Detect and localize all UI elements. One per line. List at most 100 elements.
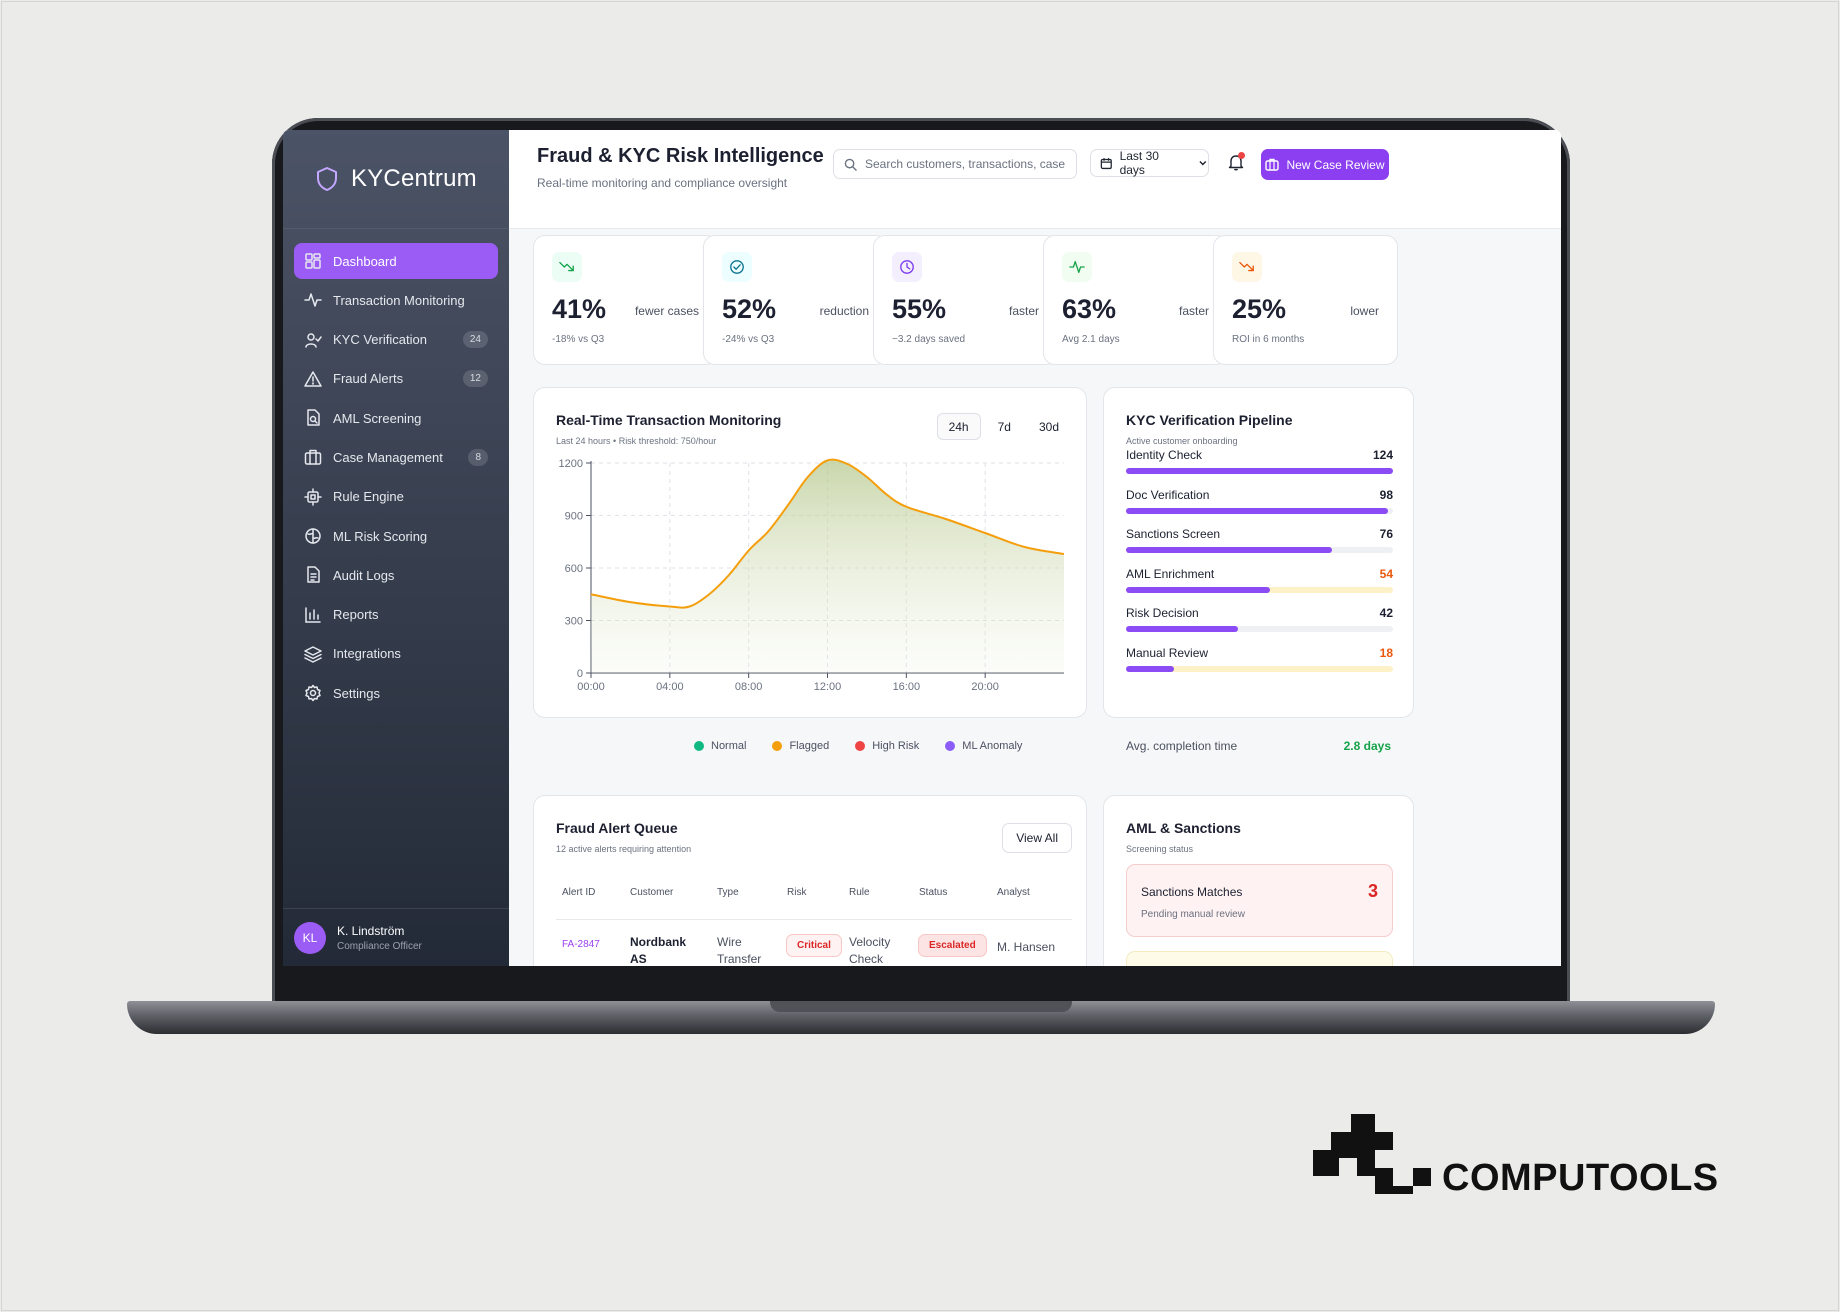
aml-subtitle: Screening status: [1126, 844, 1194, 854]
alert-id[interactable]: FA-2847: [562, 939, 600, 950]
sidebar-item-label: Transaction Monitoring: [333, 292, 465, 308]
column-header[interactable]: Rule: [849, 887, 870, 898]
column-header[interactable]: Risk: [787, 887, 807, 898]
sidebar-item-settings[interactable]: Settings: [294, 675, 498, 711]
column-header[interactable]: Alert ID: [562, 887, 596, 898]
gear-icon: [305, 685, 321, 702]
series-area: [591, 459, 1064, 673]
legend-label: Flagged: [789, 740, 830, 752]
sidebar-item-kyc-verification[interactable]: KYC Verification 24: [294, 322, 498, 358]
y-tick-label: 1200: [559, 458, 583, 470]
trending-down-icon: [1239, 261, 1254, 272]
column-header[interactable]: Type: [717, 887, 739, 898]
bell-icon[interactable]: [1226, 152, 1246, 172]
search-icon: [844, 158, 857, 171]
stage-name: Risk Decision: [1126, 606, 1199, 621]
pipeline-stage[interactable]: AML Enrichment 54: [1126, 566, 1393, 593]
sidebar-item-badge: 24: [462, 331, 488, 349]
stage-name: AML Enrichment: [1126, 566, 1215, 581]
kpi-value: 41%: [552, 294, 607, 324]
file-text-icon: [307, 566, 320, 584]
sidebar-item-label: Settings: [333, 685, 380, 701]
status-badge: Escalated: [918, 934, 987, 957]
pipeline-subtitle: Active customer onboarding: [1126, 436, 1238, 446]
sidebar-item-label: Fraud Alerts: [333, 371, 404, 387]
pipeline-stage[interactable]: Manual Review 18: [1126, 646, 1393, 672]
tab-range-30d[interactable]: 30d: [1038, 419, 1059, 434]
kpi-card[interactable]: 63% faster Avg 2.1 days: [1043, 235, 1228, 365]
activity-icon: [304, 293, 322, 308]
user-role: Compliance Officer: [337, 940, 422, 952]
sidebar-item-ml-risk-scoring[interactable]: ML Risk Scoring: [294, 518, 498, 554]
kpi-card[interactable]: 52% reduction -24% vs Q3: [703, 235, 888, 365]
kpi-card[interactable]: 41% fewer cases -18% vs Q3: [533, 235, 718, 365]
monitoring-title: Real-Time Transaction Monitoring: [556, 412, 782, 428]
column-header[interactable]: Status: [919, 887, 948, 898]
search-input[interactable]: [865, 157, 1065, 171]
sidebar-item-label: AML Screening: [333, 410, 422, 426]
page-subtitle: Real-time monitoring and compliance over…: [537, 176, 788, 190]
nav-icon-wrap: [304, 527, 322, 545]
user-profile[interactable]: KL K. Lindström Compliance Officer: [283, 908, 509, 966]
pipeline-stage[interactable]: Sanctions Screen 76: [1126, 527, 1393, 554]
date-range-select[interactable]: Last 30 days: [1090, 149, 1209, 177]
fraud-alert-queue-card: Fraud Alert Queue 12 active alerts requi…: [533, 795, 1087, 966]
sidebar-item-reports[interactable]: Reports: [294, 597, 498, 633]
table-divider: [556, 919, 1072, 920]
trending-down-icon: [559, 261, 574, 272]
sidebar-item-case-management[interactable]: Case Management 8: [294, 439, 498, 475]
kpi-card[interactable]: 55% faster −3.2 days saved: [873, 235, 1058, 365]
nav-icon-wrap: [304, 606, 322, 624]
view-all-button[interactable]: View All: [1002, 823, 1072, 853]
brand[interactable]: KYCentrum: [283, 130, 509, 229]
kpi-label: fewer cases: [634, 304, 699, 318]
avg-completion-label: Avg. completion time: [1126, 739, 1238, 753]
sidebar-item-audit-logs[interactable]: Audit Logs: [294, 557, 498, 593]
nav-icon-wrap: [304, 252, 322, 270]
sidebar-item-label: Reports: [333, 607, 379, 623]
risk-badge: Critical: [786, 934, 842, 957]
brand-name: KYCentrum: [351, 165, 477, 192]
column-header[interactable]: Customer: [630, 887, 674, 898]
alert-type: Wire Transfer: [717, 935, 762, 966]
sidebar-item-integrations[interactable]: Integrations: [294, 636, 498, 672]
kpi-sub: ROI in 6 months: [1232, 334, 1305, 345]
brain-icon: [305, 528, 321, 544]
screening-item-partial: [1126, 951, 1393, 966]
kpi-card[interactable]: 25% lower ROI in 6 months: [1213, 235, 1398, 365]
nav-icon-wrap: [304, 409, 322, 427]
kpi-icon-badge: [892, 252, 922, 282]
sidebar-item-dashboard[interactable]: Dashboard: [294, 243, 498, 279]
stage-count: 18: [1379, 646, 1393, 660]
column-header[interactable]: Analyst: [997, 887, 1030, 898]
sidebar-item-fraud-alerts[interactable]: Fraud Alerts 12: [294, 361, 498, 397]
nav-icon-wrap: [304, 645, 322, 663]
legend-item: ML Anomaly: [945, 740, 1022, 752]
legend-label: Normal: [711, 740, 747, 752]
search-box[interactable]: [833, 149, 1077, 179]
pipeline-stage[interactable]: Identity Check 124: [1126, 448, 1393, 474]
legend-dot: [855, 741, 866, 751]
sidebar-item-aml-screening[interactable]: AML Screening: [294, 400, 498, 436]
kpi-label: faster: [1008, 304, 1039, 318]
new-case-review-button[interactable]: New Case Review: [1261, 149, 1389, 180]
chart-legend: Normal Flagged High Risk ML Anomaly: [694, 740, 1022, 752]
sidebar-item-transaction-monitoring[interactable]: Transaction Monitoring: [294, 282, 498, 318]
sanctions-matches-box[interactable]: Sanctions Matches Pending manual review …: [1126, 864, 1393, 937]
pipeline-stage[interactable]: Doc Verification 98: [1126, 487, 1393, 514]
stage-progress-fill: [1126, 586, 1271, 593]
tab-range-24h[interactable]: 24h: [936, 413, 981, 440]
stage-progress-track: [1126, 547, 1393, 554]
stage-name: Doc Verification: [1126, 487, 1210, 502]
nav-icon-wrap: [304, 448, 322, 466]
sidebar-item-rule-engine[interactable]: Rule Engine: [294, 479, 498, 515]
kpi-label: reduction: [819, 304, 869, 318]
pipeline-stage[interactable]: Risk Decision 42: [1126, 606, 1393, 633]
stage-progress-fill: [1126, 626, 1239, 633]
kpi-icon-badge: [722, 252, 752, 282]
stage-count: 42: [1379, 606, 1393, 621]
aml-sanctions-card: AML & Sanctions Screening status Sanctio…: [1103, 795, 1414, 966]
topbar: Fraud & KYC Risk Intelligence Real-time …: [509, 130, 1561, 229]
legend-item: Normal: [694, 740, 746, 752]
tab-range-7d[interactable]: 7d: [997, 419, 1011, 434]
